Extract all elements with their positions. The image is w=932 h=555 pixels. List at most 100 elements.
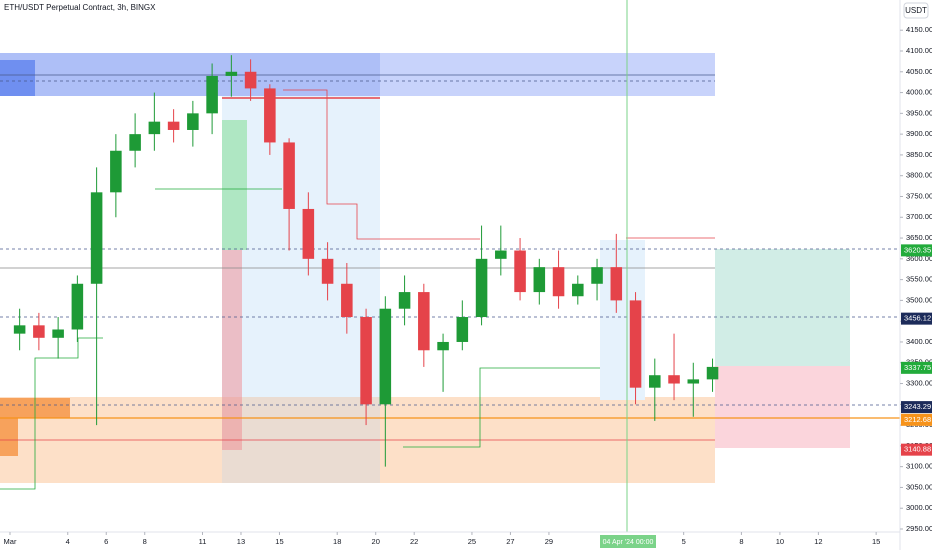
price-marker-label: 3140.88 xyxy=(904,445,931,454)
candle-body xyxy=(321,258,334,284)
y-tick-label: 3950.00 xyxy=(906,108,932,117)
y-tick-label: 3750.00 xyxy=(906,191,932,200)
candle-body xyxy=(52,329,64,338)
price-marker-label: 3212.68 xyxy=(904,415,931,424)
candle-body xyxy=(533,267,546,293)
x-tick-label: 25 xyxy=(468,537,476,546)
y-tick-label: 3500.00 xyxy=(906,295,932,304)
y-tick-label: 3850.00 xyxy=(906,150,932,159)
candle-body xyxy=(167,121,180,130)
y-tick-label: 4050.00 xyxy=(906,67,932,76)
y-tick-label: 3900.00 xyxy=(906,129,932,138)
candle-body xyxy=(629,300,642,388)
step-line xyxy=(0,337,103,490)
y-tick-label: 3700.00 xyxy=(906,212,932,221)
x-tick-label: 12 xyxy=(814,537,822,546)
x-tick-label: 15 xyxy=(275,537,283,546)
currency-button-label[interactable]: USDT xyxy=(905,6,927,15)
candle-body xyxy=(418,292,430,351)
y-tick-label: 3300.00 xyxy=(906,379,932,388)
candle-body xyxy=(360,317,372,405)
y-tick-label: 4000.00 xyxy=(906,88,932,97)
x-tick-label: 10 xyxy=(776,537,784,546)
x-tick-label: Mar xyxy=(4,537,17,546)
candle-body xyxy=(187,113,199,130)
candle-body xyxy=(302,208,315,259)
candle-body xyxy=(706,366,719,380)
crosshair-label-bg xyxy=(600,535,656,548)
candle-body xyxy=(456,317,469,342)
range-box xyxy=(222,96,380,400)
candle-body xyxy=(225,71,238,76)
x-tick-label: 15 xyxy=(872,537,880,546)
x-tick-label: 13 xyxy=(237,537,245,546)
x-tick-label: 20 xyxy=(372,537,380,546)
x-tick-label: 27 xyxy=(506,537,514,546)
y-tick-label: 3650.00 xyxy=(906,233,932,242)
candle-body xyxy=(437,341,449,351)
x-tick-label: 4 xyxy=(66,537,70,546)
volume-profile xyxy=(0,418,18,456)
step-line xyxy=(283,89,480,240)
price-marker xyxy=(901,312,932,325)
price-marker-label: 3620.35 xyxy=(904,245,931,254)
candle-body xyxy=(649,375,661,388)
candle-body xyxy=(148,121,161,135)
price-marker-label: 3337.75 xyxy=(904,363,931,372)
x-tick-label: 29 xyxy=(545,537,553,546)
candle-body xyxy=(668,375,680,384)
y-tick-label: 3550.00 xyxy=(906,275,932,284)
candle-body xyxy=(475,258,488,318)
candle-body xyxy=(264,88,276,143)
price-marker xyxy=(901,443,932,456)
step-line xyxy=(403,367,600,448)
price-marker-label: 3456.12 xyxy=(904,314,931,323)
candle-body xyxy=(552,267,565,297)
x-tick-label: 8 xyxy=(143,537,147,546)
candle-body xyxy=(495,250,507,259)
candle-body xyxy=(687,379,700,384)
candle-body xyxy=(110,150,122,193)
currency-button[interactable] xyxy=(903,2,929,19)
candle-body xyxy=(514,250,526,293)
x-tick-label: 22 xyxy=(410,537,418,546)
y-tick-label: 3400.00 xyxy=(906,337,932,346)
candle-body xyxy=(610,267,623,301)
y-tick-label: 3100.00 xyxy=(906,462,932,471)
y-tick-label: 4100.00 xyxy=(906,46,932,55)
candle-body xyxy=(90,192,103,284)
price-marker xyxy=(901,413,932,426)
volume-profile xyxy=(222,250,242,450)
candle-body xyxy=(379,308,392,405)
candle-body xyxy=(71,283,84,330)
price-marker xyxy=(901,401,932,414)
volume-profile xyxy=(0,60,35,96)
price-marker xyxy=(901,361,932,374)
x-tick-label: 11 xyxy=(199,537,207,546)
x-tick-label: 8 xyxy=(739,537,743,546)
chart-title: ETH/USDT Perpetual Contract, 3h, BINGX xyxy=(4,3,156,12)
candle-body xyxy=(33,325,45,338)
price-marker-label: 3243.29 xyxy=(904,402,931,411)
y-tick-label: 3000.00 xyxy=(906,503,932,512)
y-tick-label: 2950.00 xyxy=(906,524,932,533)
crosshair-label: 04 Apr '24 00:00 xyxy=(603,539,654,546)
candle-body xyxy=(398,292,411,309)
x-tick-label: 6 xyxy=(104,537,108,546)
y-tick-label: 3800.00 xyxy=(906,171,932,180)
candle-body xyxy=(572,283,584,297)
candle-body xyxy=(341,283,353,318)
y-tick-label: 4150.00 xyxy=(906,25,932,34)
price-marker xyxy=(901,244,932,257)
y-tick-label: 3600.00 xyxy=(906,254,932,263)
target-zone xyxy=(715,249,850,366)
candle-body xyxy=(244,71,257,89)
volume-profile xyxy=(222,120,247,250)
candle-body xyxy=(129,134,141,151)
candle-body xyxy=(283,142,295,209)
x-tick-label: 5 xyxy=(682,537,686,546)
candle-body xyxy=(13,325,26,334)
candle-body xyxy=(206,75,218,114)
y-tick-label: 3050.00 xyxy=(906,482,932,491)
